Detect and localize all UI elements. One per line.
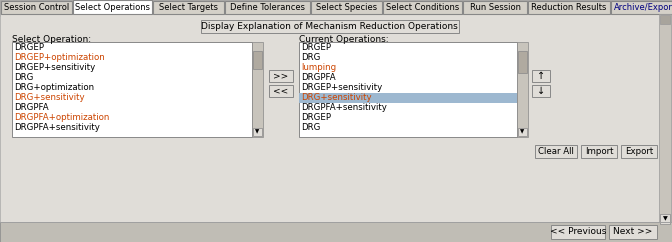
FancyBboxPatch shape bbox=[225, 1, 310, 14]
Text: Reduction Results: Reduction Results bbox=[532, 3, 607, 12]
FancyBboxPatch shape bbox=[153, 1, 224, 14]
Text: Session Control: Session Control bbox=[4, 3, 69, 12]
FancyBboxPatch shape bbox=[200, 20, 458, 33]
Text: DRG: DRG bbox=[14, 73, 34, 82]
Text: Select Targets: Select Targets bbox=[159, 3, 218, 12]
Text: << Previous: << Previous bbox=[550, 227, 606, 236]
FancyBboxPatch shape bbox=[551, 225, 605, 239]
FancyBboxPatch shape bbox=[0, 222, 672, 242]
FancyBboxPatch shape bbox=[611, 1, 672, 14]
Text: Select Operation:: Select Operation: bbox=[12, 35, 91, 44]
FancyBboxPatch shape bbox=[581, 145, 617, 158]
Text: DRGEP: DRGEP bbox=[14, 43, 44, 52]
Text: Display Explanation of Mechanism Reduction Operations: Display Explanation of Mechanism Reducti… bbox=[201, 22, 458, 31]
Text: DRGPFA+sensitivity: DRGPFA+sensitivity bbox=[14, 123, 100, 132]
Text: Current Operations:: Current Operations: bbox=[299, 35, 388, 44]
FancyBboxPatch shape bbox=[0, 0, 672, 16]
FancyBboxPatch shape bbox=[0, 222, 672, 223]
Text: ↓: ↓ bbox=[537, 86, 545, 96]
FancyBboxPatch shape bbox=[660, 15, 670, 24]
FancyBboxPatch shape bbox=[252, 42, 263, 137]
Text: Next >>: Next >> bbox=[614, 227, 653, 236]
FancyBboxPatch shape bbox=[518, 51, 527, 73]
Text: Select Operations: Select Operations bbox=[75, 2, 150, 12]
Text: DRG+sensitivity: DRG+sensitivity bbox=[301, 93, 372, 102]
Text: DRGPFA: DRGPFA bbox=[301, 73, 335, 82]
FancyBboxPatch shape bbox=[73, 0, 152, 14]
Text: Archive/Export: Archive/Export bbox=[614, 3, 672, 12]
FancyBboxPatch shape bbox=[518, 128, 527, 136]
Text: ↑: ↑ bbox=[537, 71, 545, 81]
Text: Define Tolerances: Define Tolerances bbox=[230, 3, 305, 12]
Text: ▼: ▼ bbox=[663, 217, 667, 221]
Text: DRGEP: DRGEP bbox=[301, 43, 331, 52]
Text: ▼: ▼ bbox=[520, 129, 525, 135]
FancyBboxPatch shape bbox=[535, 145, 577, 158]
FancyBboxPatch shape bbox=[269, 85, 293, 97]
FancyBboxPatch shape bbox=[299, 42, 517, 137]
Text: DRGPFA: DRGPFA bbox=[14, 103, 48, 112]
FancyBboxPatch shape bbox=[621, 145, 657, 158]
FancyBboxPatch shape bbox=[660, 214, 670, 224]
Text: Clear All: Clear All bbox=[538, 147, 574, 156]
Text: Export: Export bbox=[625, 147, 653, 156]
Text: Select Species: Select Species bbox=[316, 3, 377, 12]
Text: lumping: lumping bbox=[301, 63, 336, 72]
Text: DRG+optimization: DRG+optimization bbox=[14, 83, 94, 92]
Text: DRGEP+sensitivity: DRGEP+sensitivity bbox=[301, 83, 382, 92]
FancyBboxPatch shape bbox=[463, 1, 527, 14]
Text: <<: << bbox=[274, 86, 289, 96]
Text: Run Session: Run Session bbox=[470, 3, 521, 12]
FancyBboxPatch shape bbox=[609, 225, 657, 239]
Text: DRGPFA+sensitivity: DRGPFA+sensitivity bbox=[301, 103, 387, 112]
FancyBboxPatch shape bbox=[311, 1, 382, 14]
FancyBboxPatch shape bbox=[528, 1, 610, 14]
Text: DRG: DRG bbox=[301, 123, 321, 132]
FancyBboxPatch shape bbox=[253, 128, 262, 136]
Text: Import: Import bbox=[585, 147, 614, 156]
Text: ▼: ▼ bbox=[255, 129, 259, 135]
Text: Select Conditions: Select Conditions bbox=[386, 3, 459, 12]
Text: DRG+sensitivity: DRG+sensitivity bbox=[14, 93, 85, 102]
FancyBboxPatch shape bbox=[299, 93, 517, 103]
FancyBboxPatch shape bbox=[12, 42, 252, 137]
FancyBboxPatch shape bbox=[253, 51, 262, 69]
FancyBboxPatch shape bbox=[269, 70, 293, 82]
FancyBboxPatch shape bbox=[517, 42, 528, 137]
FancyBboxPatch shape bbox=[532, 70, 550, 82]
FancyBboxPatch shape bbox=[659, 14, 671, 224]
FancyBboxPatch shape bbox=[1, 1, 72, 14]
FancyBboxPatch shape bbox=[0, 14, 672, 242]
Text: DRG: DRG bbox=[301, 53, 321, 62]
FancyBboxPatch shape bbox=[532, 85, 550, 97]
Text: DRGEP+optimization: DRGEP+optimization bbox=[14, 53, 105, 62]
FancyBboxPatch shape bbox=[383, 1, 462, 14]
Text: DRGEP: DRGEP bbox=[301, 113, 331, 122]
Text: DRGPFA+optimization: DRGPFA+optimization bbox=[14, 113, 110, 122]
Text: DRGEP+sensitivity: DRGEP+sensitivity bbox=[14, 63, 95, 72]
Text: >>: >> bbox=[274, 71, 289, 81]
